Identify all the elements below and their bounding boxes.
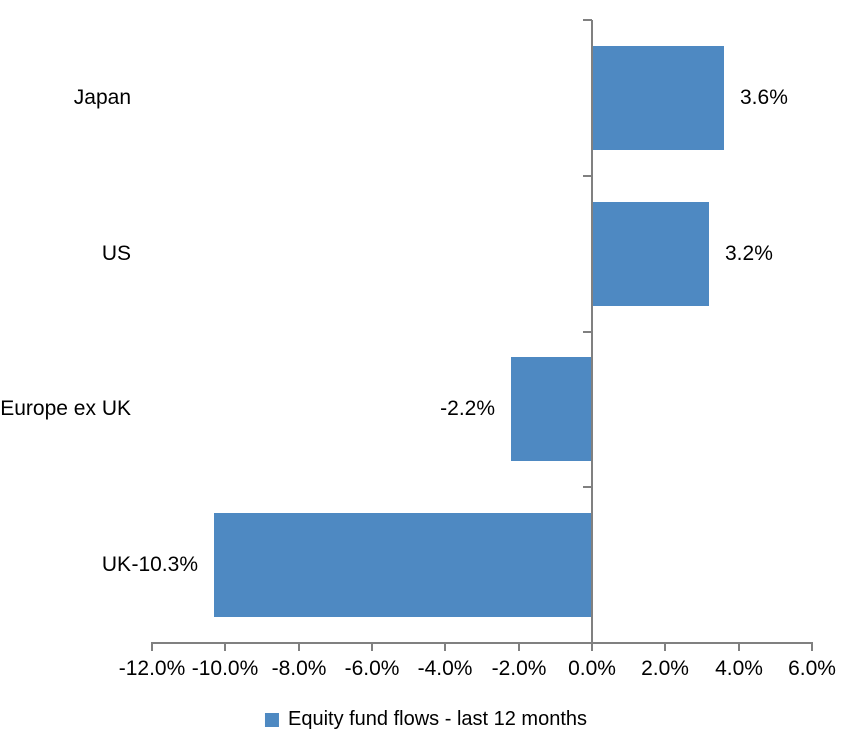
value-label-europe-ex-uk: -2.2% <box>440 397 495 421</box>
x-axis-tick <box>444 642 446 651</box>
y-axis-tick <box>583 19 592 21</box>
bar-us <box>592 202 709 306</box>
x-axis-tick-label: -2.0% <box>491 657 547 680</box>
legend-marker-icon <box>264 712 279 727</box>
x-axis-tick <box>371 642 373 651</box>
bar-uk <box>214 513 593 617</box>
bar-japan <box>592 46 724 150</box>
category-label-us: US <box>101 241 131 265</box>
x-axis-tick-label: 0.0% <box>568 657 616 680</box>
x-axis-tick-label: -4.0% <box>417 657 473 680</box>
x-axis-tick <box>224 642 226 651</box>
x-axis-tick-label: -10.0% <box>191 657 259 680</box>
x-axis-tick-label: 2.0% <box>641 657 689 680</box>
x-axis-tick-label: -8.0% <box>271 657 327 680</box>
x-axis-tick <box>298 642 300 651</box>
x-axis-tick <box>151 642 153 651</box>
x-axis-tick-label: -6.0% <box>344 657 400 680</box>
y-axis-tick <box>583 331 592 333</box>
category-label-europe-ex-uk: Europe ex UK <box>0 397 131 421</box>
legend-label: Equity fund flows - last 12 months <box>287 708 588 730</box>
value-label-japan: 3.6% <box>740 85 788 109</box>
y-axis-tick <box>583 175 592 177</box>
x-axis-tick-label: -12.0% <box>118 657 186 680</box>
x-axis-tick-label: 6.0% <box>788 657 836 680</box>
category-label-japan: Japan <box>73 85 131 109</box>
value-label-us: 3.2% <box>725 241 773 265</box>
y-axis-tick <box>583 486 592 488</box>
bar-europe-ex-uk <box>511 357 593 461</box>
value-label-uk: -10.3% <box>131 553 198 577</box>
category-label-uk: UK <box>101 553 131 577</box>
x-axis-tick <box>738 642 740 651</box>
x-axis-tick-label: 4.0% <box>715 657 763 680</box>
x-axis-tick <box>591 642 593 651</box>
x-axis-tick <box>518 642 520 651</box>
y-axis-line <box>591 20 593 650</box>
x-axis-line <box>152 642 812 644</box>
legend: Equity fund flows - last 12 months <box>264 708 588 731</box>
x-axis-tick <box>664 642 666 651</box>
x-axis-tick <box>811 642 813 651</box>
